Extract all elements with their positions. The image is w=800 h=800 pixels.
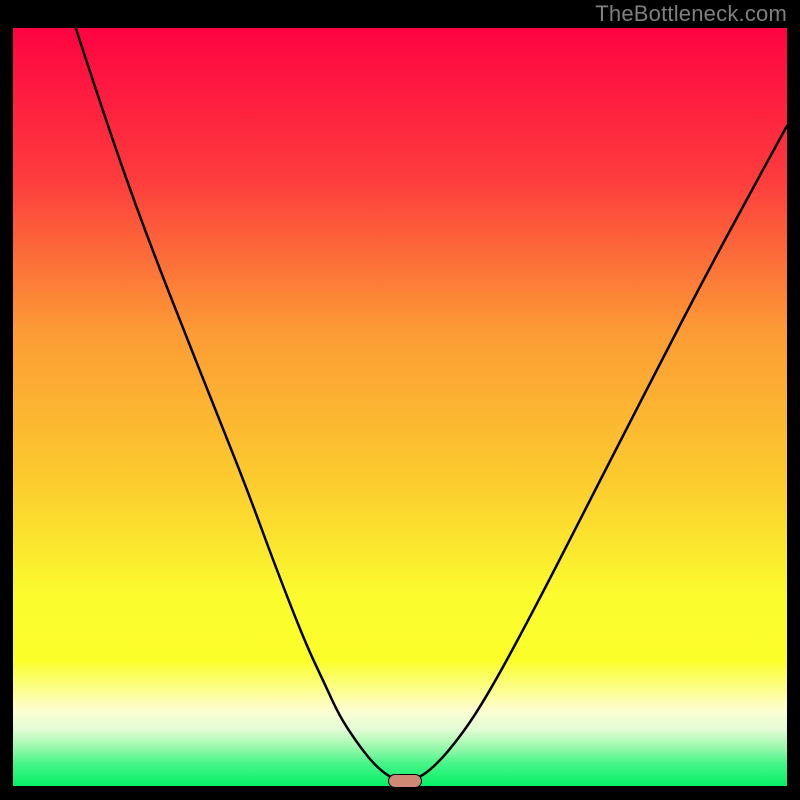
minimum-marker (388, 774, 422, 788)
watermark-text: TheBottleneck.com (595, 1, 787, 27)
bottleneck-curve (76, 28, 787, 781)
chart-stage: TheBottleneck.com (0, 0, 800, 800)
chart-curve-layer (0, 0, 800, 800)
